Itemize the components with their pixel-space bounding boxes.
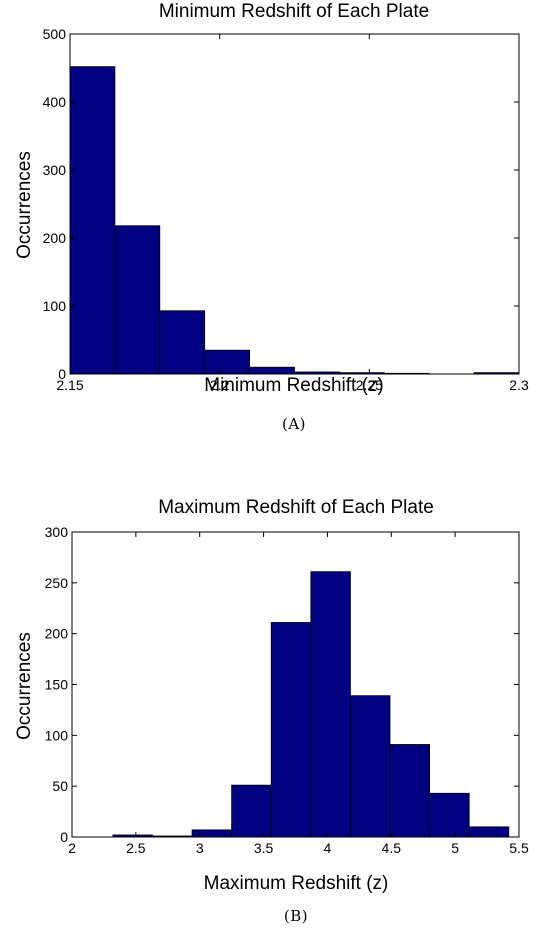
y-tick-label: 150 xyxy=(45,677,69,693)
histogram-bar xyxy=(468,826,510,838)
y-tick-label: 300 xyxy=(43,162,67,178)
x-tick-label: 2 xyxy=(68,840,76,856)
y-tick-label: 300 xyxy=(45,524,69,540)
histogram-bar xyxy=(429,792,470,838)
histogram-bar xyxy=(191,829,233,838)
y-tick-label: 0 xyxy=(58,366,66,382)
x-tick-label: 2.5 xyxy=(126,840,146,856)
y-tick-label: 250 xyxy=(45,575,69,591)
histogram-minimum-redshift: Minimum Redshift of Each Plate 2.15 2.2 2.… xyxy=(14,1,529,433)
x-tick-label: 3.5 xyxy=(254,840,274,856)
y-tick-label: 0 xyxy=(60,829,68,845)
x-tick-label: 2.25 xyxy=(356,377,383,393)
x-tick-label: 5 xyxy=(451,840,459,856)
y-axis-ticks: 0 50 100 150 200 250 300 xyxy=(45,524,519,845)
x-axis-label: Minimum Redshift (z) xyxy=(204,375,383,396)
histogram-bar xyxy=(69,66,116,375)
x-tick-label: 3 xyxy=(196,840,204,856)
figure-caption: (A) xyxy=(282,415,306,433)
chart-title: Maximum Redshift of Each Plate xyxy=(158,497,434,518)
chart-title: Minimum Redshift of Each Plate xyxy=(159,1,429,22)
histogram-bar xyxy=(159,310,206,375)
x-tick-label: 5.5 xyxy=(509,840,529,856)
histogram-bar xyxy=(310,571,351,838)
y-tick-label: 500 xyxy=(43,26,67,42)
x-axis-ticks: 2.15 2.2 2.25 2.3 xyxy=(56,34,529,393)
y-tick-label: 100 xyxy=(45,727,69,743)
y-tick-label: 200 xyxy=(43,230,67,246)
histogram-bar xyxy=(350,695,391,838)
histogram-bar xyxy=(389,744,431,838)
histogram-bar xyxy=(204,349,250,375)
y-axis-label: Occurrences xyxy=(14,151,35,259)
y-tick-label: 400 xyxy=(43,94,67,110)
x-axis-ticks: 2 2.5 3 3.5 4 4.5 5 5.5 xyxy=(68,532,529,856)
y-tick-label: 50 xyxy=(52,778,68,794)
x-tick-label: 4.5 xyxy=(382,840,402,856)
histogram-bar xyxy=(270,622,312,838)
x-tick-label: 2.2 xyxy=(210,377,230,393)
y-tick-label: 100 xyxy=(43,298,67,314)
x-tick-label: 4 xyxy=(324,840,332,856)
plot-frame xyxy=(69,33,520,375)
histogram-maximum-redshift: Maximum Redshift of Each Plate 2 2.5 3 3.5 4… xyxy=(14,497,529,925)
figure-caption: (B) xyxy=(284,907,308,925)
x-tick-label: 2.15 xyxy=(56,377,83,393)
y-tick-label: 200 xyxy=(45,626,69,642)
histogram-bar xyxy=(249,366,295,375)
histogram-bar xyxy=(231,784,272,838)
bars xyxy=(112,571,510,838)
y-axis-label: Occurrences xyxy=(14,632,35,740)
y-axis-ticks: 0 100 200 300 400 500 xyxy=(43,26,519,382)
bars xyxy=(69,66,520,375)
x-tick-label: 2.3 xyxy=(509,377,529,393)
x-axis-label: Maximum Redshift (z) xyxy=(204,873,389,894)
histogram-bar xyxy=(114,225,161,375)
